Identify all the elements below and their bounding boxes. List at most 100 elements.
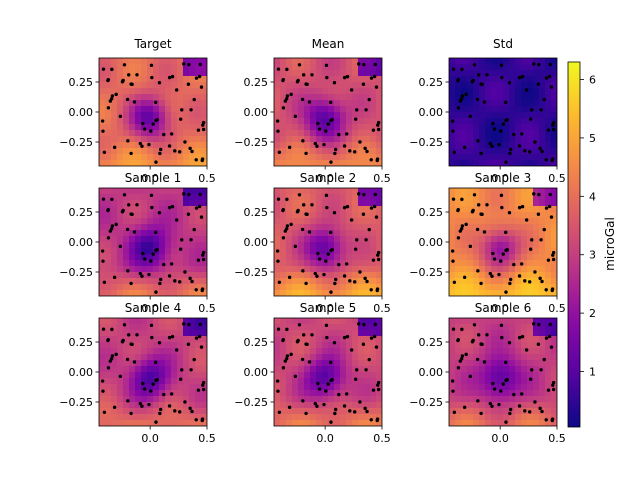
contour-cell [334,248,341,255]
contour-cell [364,82,371,89]
contour-cell [99,218,106,225]
contour-cell [509,318,516,325]
contour-cell [147,384,154,391]
contour-cell [171,212,178,219]
contour-cell [111,206,118,213]
contour-cell [123,212,130,219]
contour-cell [449,284,456,291]
contour-cell [497,58,504,65]
contour-cell [280,118,287,125]
contour-cell [334,324,341,331]
contour-cell [449,64,456,71]
contour-cell [467,348,474,355]
contour-cell [141,254,148,261]
contour-cell [328,142,335,149]
contour-cell [141,290,148,296]
contour-cell [340,284,347,291]
station-point [106,78,110,83]
contour-cell [280,348,287,355]
station-point [316,251,320,256]
contour-cell [99,82,106,89]
station-point [167,335,172,340]
contour-cell [503,342,510,349]
contour-cell [310,148,317,155]
station-point [329,290,333,294]
contour-cell [117,330,124,337]
station-point [106,338,110,343]
contour-cell [539,76,546,83]
contour-cell [551,206,557,213]
contour-cell [195,82,202,89]
contour-cell [165,390,172,397]
station-point [480,342,484,347]
station-point [472,323,477,327]
station-point [452,150,457,154]
contour-cell [509,188,516,195]
contour-cell [153,224,160,231]
station-point [114,222,118,227]
contour-cell [280,360,287,367]
contour-cell [171,318,178,325]
contour-cell [515,414,522,421]
contour-cell [280,130,287,137]
contour-cell [527,118,534,125]
station-point [476,269,480,273]
station-point [158,407,163,412]
contour-cell [509,136,516,143]
contour-cell [449,88,456,95]
contour-cell [521,130,528,137]
contour-cell [165,378,172,385]
contour-cell [485,402,492,409]
contour-cell [111,100,118,107]
contour-cell [334,342,341,349]
contour-cell [521,94,528,101]
contour-cell [473,384,480,391]
contour-cell [340,348,347,355]
contour-cell [328,148,335,155]
contour-cell [274,348,281,355]
contour-cell [376,148,382,155]
contour-cell [117,136,124,143]
contour-cell [376,82,382,89]
contour-cell [352,318,359,325]
contour-cell [455,254,462,261]
contour-cell [340,354,347,361]
contour-cell [509,106,516,113]
contour-cell [135,318,142,325]
station-point [285,67,289,72]
contour-cell [171,254,178,261]
contour-cell [141,76,148,83]
contour-cell [280,88,287,95]
contour-cell [298,360,305,367]
contour-cell [111,200,118,207]
contour-cell [473,318,480,325]
station-point [540,409,544,414]
station-point [355,238,359,242]
contour-cell [117,342,124,349]
contour-cell [545,88,552,95]
station-point [504,160,508,164]
contour-cell [521,420,528,426]
contour-cell [328,278,335,285]
contour-cell [521,76,528,83]
contour-cell [539,212,546,219]
contour-cell [183,224,190,231]
contour-cell [461,218,468,225]
contour-cell [376,284,382,291]
contour-cell [141,88,148,95]
contour-cell [117,290,124,296]
contour-cell [322,420,329,426]
contour-cell [334,218,341,225]
contour-cell [358,58,365,65]
contour-cell [376,112,382,119]
contour-cell [111,154,118,161]
contour-cell [376,372,382,379]
contour-cell [364,324,371,331]
contour-cell [189,284,196,291]
contour-cell [195,142,202,149]
contour-cell [479,360,486,367]
x-tick-label: 0.0 [316,432,334,445]
station-point [322,402,326,407]
station-point [173,149,177,153]
contour-cell [322,224,329,231]
